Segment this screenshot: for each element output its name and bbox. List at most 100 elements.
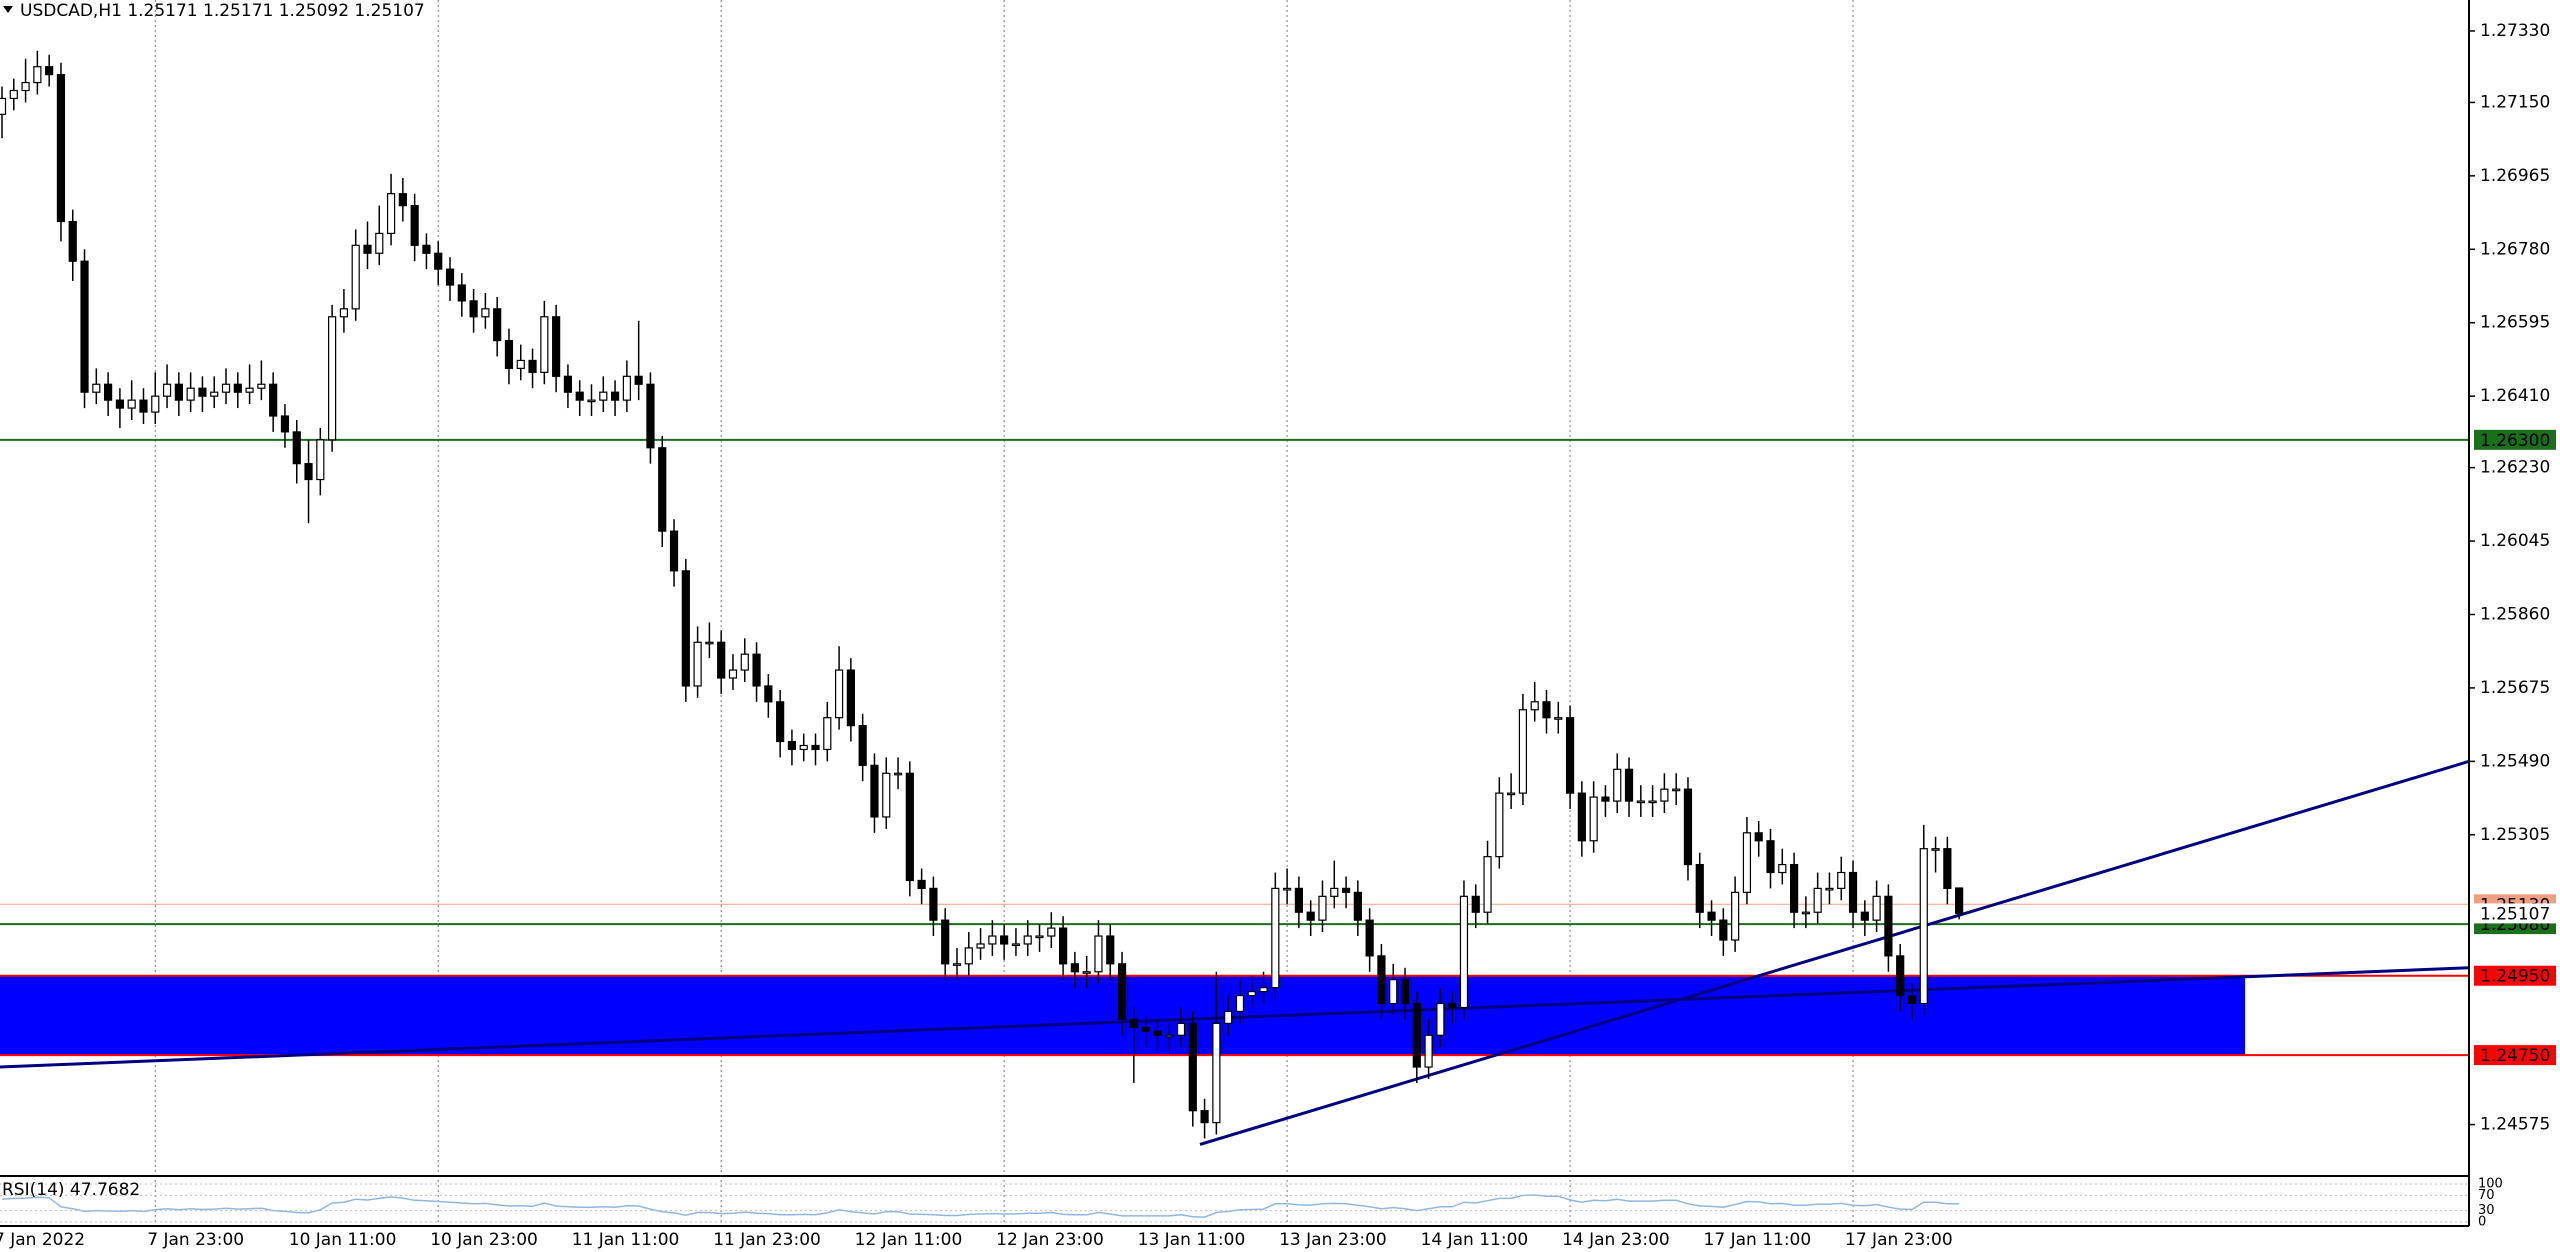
- candle-body: [151, 395, 160, 413]
- price-line-label: 1.24750: [2480, 1046, 2550, 1066]
- candle-body: [162, 383, 172, 397]
- y-tick-label: 1.25675: [2480, 678, 2550, 698]
- candle-body: [1884, 895, 1893, 957]
- candle-body: [681, 570, 690, 687]
- candle-body: [410, 205, 419, 246]
- candle-body: [658, 447, 667, 532]
- candle-body: [1224, 1010, 1233, 1024]
- candle-body: [634, 375, 643, 385]
- candle-body: [245, 387, 254, 393]
- candle-body: [705, 641, 714, 645]
- candle-body: [1271, 887, 1280, 989]
- x-tick-label: 11 Jan 11:00: [572, 1230, 680, 1250]
- candle-body: [1436, 1002, 1445, 1036]
- candle-body: [599, 391, 608, 401]
- candle-body: [339, 308, 349, 318]
- candle-body: [1058, 927, 1068, 965]
- candle-body: [1400, 979, 1410, 1005]
- candle-body: [1837, 871, 1846, 889]
- x-tick-label: 13 Jan 23:00: [1279, 1230, 1387, 1250]
- candle-body: [1011, 943, 1021, 947]
- y-tick-label: 1.26595: [2480, 313, 2550, 333]
- candle-body: [1943, 848, 1952, 889]
- candle-body: [1341, 887, 1351, 893]
- candle-body: [693, 641, 702, 687]
- candle-body: [1742, 832, 1752, 893]
- candle-body: [1554, 717, 1563, 720]
- candle-body: [1070, 963, 1079, 973]
- candle-body: [1896, 955, 1905, 997]
- candle-body: [1660, 788, 1669, 802]
- candle-body: [811, 744, 820, 751]
- trend-line: [0, 966, 2470, 1069]
- candle-body: [304, 463, 313, 481]
- candle-body: [1719, 919, 1728, 941]
- plot-area: [0, 0, 2470, 1226]
- candle-body: [1129, 1018, 1138, 1028]
- rsi-line: [1, 1194, 1960, 1218]
- candle-body: [1613, 768, 1622, 802]
- candle-body: [1695, 863, 1704, 913]
- candle-body: [1648, 800, 1657, 804]
- candle-body: [1035, 935, 1044, 939]
- x-tick-label: 11 Jan 23:00: [713, 1230, 821, 1250]
- candle-body: [351, 244, 360, 310]
- x-tick-label: 14 Jan 23:00: [1562, 1230, 1670, 1250]
- candle-body: [1412, 1002, 1421, 1068]
- candle-body: [528, 359, 537, 373]
- candle-body: [1848, 871, 1858, 913]
- candle-body: [1294, 887, 1304, 913]
- candle-body: [1448, 1002, 1457, 1009]
- candle-body: [1860, 911, 1869, 921]
- candle-body: [834, 669, 844, 719]
- candle-body: [776, 701, 785, 743]
- candle-body: [563, 375, 573, 393]
- candle-body: [210, 391, 219, 397]
- candle-body: [68, 220, 77, 262]
- candle-body: [1153, 1030, 1162, 1036]
- candle-body: [917, 879, 926, 889]
- x-tick-label: 7 Jan 2022: [0, 1230, 85, 1250]
- candle-body: [1247, 991, 1256, 997]
- candle-body: [1283, 887, 1292, 891]
- candle-body: [1106, 935, 1115, 965]
- x-tick-label: 17 Jan 23:00: [1845, 1230, 1953, 1250]
- candle-body: [787, 740, 797, 751]
- rsi-tick-label: 70: [2478, 1188, 2495, 1203]
- candle-body: [976, 943, 985, 949]
- candle-body: [104, 383, 113, 401]
- candle-body: [504, 339, 514, 369]
- candle-body: [1377, 955, 1386, 1005]
- candle-body: [386, 193, 396, 235]
- candle-body: [622, 375, 631, 401]
- candle-body: [1872, 895, 1881, 921]
- candle-body: [1507, 792, 1516, 796]
- candle-body: [929, 887, 938, 921]
- current-price-label: 1.25107: [2480, 904, 2550, 924]
- candle-body: [893, 772, 903, 776]
- candle-body: [764, 685, 773, 703]
- candle-body: [198, 387, 207, 397]
- y-tick-label: 1.25490: [2480, 751, 2550, 771]
- candle-body: [45, 66, 54, 76]
- candle-body: [1365, 919, 1374, 957]
- candle-body: [1789, 863, 1799, 913]
- candle-body: [1919, 848, 1928, 1005]
- rsi-tick-label: 30: [2478, 1203, 2495, 1218]
- current-price-label-box: [2474, 903, 2556, 924]
- candle-body: [882, 772, 891, 818]
- y-tick-label: 1.27330: [2480, 21, 2550, 41]
- candle-body: [1754, 832, 1763, 842]
- candle-body: [1825, 887, 1834, 891]
- candle-body: [1389, 979, 1398, 1005]
- candle-body: [1082, 971, 1091, 974]
- candle-body: [1577, 792, 1586, 842]
- candle-body: [1683, 788, 1693, 866]
- candle-body: [1141, 1026, 1150, 1032]
- price-line-label-box: [2474, 965, 2556, 986]
- candle-body: [1200, 1110, 1209, 1124]
- candle-body: [9, 89, 18, 100]
- candle-body: [1353, 891, 1362, 921]
- rsi-tick-label: 0: [2478, 1215, 2486, 1230]
- y-tick-label: 1.26780: [2480, 239, 2550, 259]
